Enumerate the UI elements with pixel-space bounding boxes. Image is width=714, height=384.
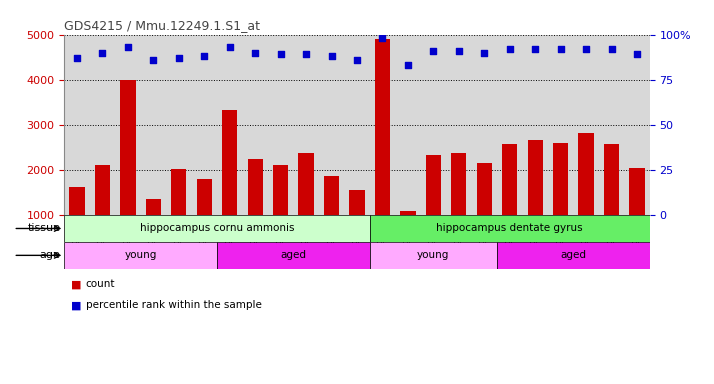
Bar — [477, 163, 492, 215]
Bar — [120, 80, 136, 215]
Bar — [95, 166, 110, 215]
Text: young: young — [124, 250, 157, 260]
Point — [326, 53, 337, 59]
Bar — [401, 210, 416, 215]
Point — [631, 51, 643, 58]
Text: GDS4215 / Mmu.12249.1.S1_at: GDS4215 / Mmu.12249.1.S1_at — [64, 19, 261, 32]
Bar — [604, 144, 619, 215]
Point — [377, 35, 388, 41]
Point — [580, 46, 592, 52]
Point — [428, 48, 439, 54]
Bar — [553, 143, 568, 215]
Point — [96, 50, 108, 56]
Bar — [629, 168, 645, 215]
Text: aged: aged — [281, 250, 306, 260]
Text: tissue: tissue — [28, 223, 61, 233]
Point — [606, 46, 618, 52]
Bar — [497, 242, 650, 269]
Text: hippocampus dentate gyrus: hippocampus dentate gyrus — [436, 223, 583, 233]
Point — [198, 53, 210, 59]
Text: hippocampus cornu ammonis: hippocampus cornu ammonis — [140, 223, 294, 233]
Text: young: young — [417, 250, 450, 260]
Bar — [171, 169, 186, 215]
Point — [555, 46, 566, 52]
Text: ■: ■ — [71, 279, 82, 289]
Bar — [146, 199, 161, 215]
Bar — [196, 179, 212, 215]
Bar — [273, 166, 288, 215]
Bar — [502, 144, 518, 215]
Text: ■: ■ — [71, 300, 82, 310]
Point — [504, 46, 516, 52]
Point — [453, 48, 465, 54]
Point — [275, 51, 286, 58]
Text: count: count — [86, 279, 115, 289]
Bar — [426, 156, 441, 215]
Bar — [222, 110, 237, 215]
Point — [402, 62, 413, 68]
Bar — [324, 176, 339, 215]
Point — [148, 57, 159, 63]
Text: aged: aged — [560, 250, 586, 260]
Bar — [375, 39, 390, 215]
Bar — [528, 140, 543, 215]
Bar — [217, 242, 370, 269]
Point — [351, 57, 363, 63]
Bar — [64, 215, 370, 242]
Bar — [69, 187, 85, 215]
Point — [71, 55, 83, 61]
Bar — [370, 215, 650, 242]
Bar — [451, 153, 466, 215]
Point — [478, 50, 490, 56]
Point — [224, 44, 236, 50]
Text: age: age — [40, 250, 61, 260]
Bar — [298, 153, 313, 215]
Point — [249, 50, 261, 56]
Point — [530, 46, 541, 52]
Bar — [370, 242, 497, 269]
Text: percentile rank within the sample: percentile rank within the sample — [86, 300, 261, 310]
Bar — [578, 133, 594, 215]
Bar — [349, 190, 365, 215]
Point — [301, 51, 312, 58]
Point — [122, 44, 134, 50]
Bar — [248, 159, 263, 215]
Point — [173, 55, 184, 61]
Bar — [64, 242, 217, 269]
